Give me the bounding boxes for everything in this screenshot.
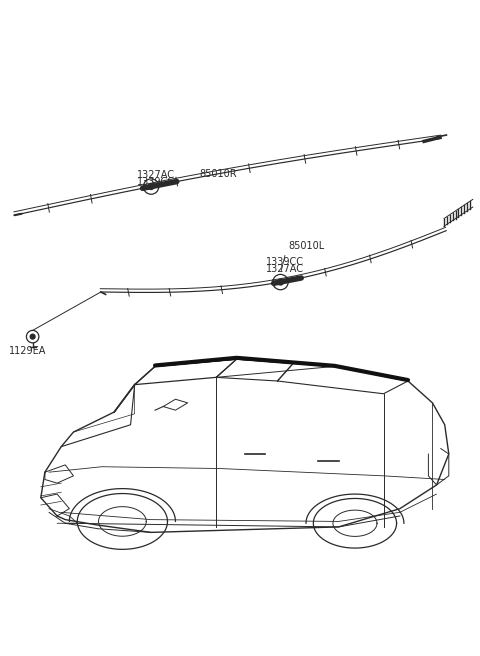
Circle shape [30,335,35,339]
Circle shape [277,279,283,285]
Text: 1129EA: 1129EA [9,346,46,356]
Text: 1339CC: 1339CC [137,177,175,188]
Text: 85010L: 85010L [288,241,324,251]
Circle shape [148,184,154,190]
Text: 85010R: 85010R [199,169,237,179]
Text: 1327AC: 1327AC [137,170,175,180]
Text: 1339CC: 1339CC [266,256,304,266]
Text: 1327AC: 1327AC [266,264,304,274]
